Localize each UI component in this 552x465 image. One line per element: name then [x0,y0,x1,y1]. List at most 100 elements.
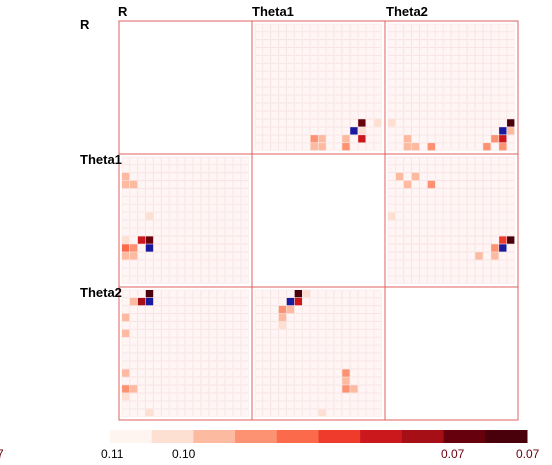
heatmap-background-cell [443,172,452,181]
heatmap-background-cell [232,236,241,244]
heatmap-background-cell [286,329,295,338]
heatmap-background-cell [209,180,217,189]
heatmap-background-cell [467,220,475,229]
heatmap-background-cell [302,321,311,330]
heatmap-background-cell [161,392,170,401]
heatmap-background-cell [169,313,178,322]
heatmap-background-cell [483,134,491,143]
heatmap-background-cell [169,204,178,213]
heatmap-background-cell [443,156,452,165]
heatmap-background-cell [185,267,194,276]
heatmap-background-cell [137,289,146,298]
heatmap-background-cell [209,321,217,330]
panel-theta2-r [121,289,249,417]
heatmap-background-cell [357,23,366,32]
heatmap-background-cell [294,392,303,401]
heatmap-background-cell [373,103,382,111]
heatmap-background-cell [459,111,467,119]
heatmap-background-cell [129,321,138,330]
heatmap-background-cell [209,297,217,306]
heatmap-background-cell [373,369,382,377]
heatmap-background-cell [373,400,382,409]
heatmap-background-cell [286,39,295,48]
heatmap-background-cell [137,353,146,362]
heatmap-background-cell [137,156,146,165]
heatmap-background-cell [357,329,366,338]
heatmap-background-cell [357,111,366,119]
heatmap-background-cell [350,353,358,362]
heatmap-background-cell [451,252,460,260]
heatmap-background-cell [357,345,366,354]
heatmap-background-cell [270,63,279,72]
heatmap-background-cell [262,297,271,306]
heatmap-background-cell [185,392,194,401]
heatmap-background-cell [286,63,295,72]
heatmap-background-cell [302,369,311,377]
heatmap-background-cell [326,392,334,401]
heatmap-background-cell [342,313,350,322]
heatmap-background-cell [262,95,271,103]
heatmap-cell [358,127,366,135]
heatmap-background-cell [395,103,404,111]
heatmap-background-cell [403,244,412,252]
heatmap-background-cell [294,23,303,32]
heatmap-background-cell [451,142,460,151]
heatmap-background-cell [475,180,483,189]
heatmap-background-cell [201,275,209,284]
heatmap-background-cell [435,111,444,119]
heatmap-background-cell [490,259,499,268]
heatmap-background-cell [326,385,334,393]
heatmap-background-cell [185,204,194,213]
heatmap-background-cell [483,252,491,260]
heatmap-background-cell [169,172,178,181]
heatmap-background-cell [201,400,209,409]
heatmap-background-cell [278,369,287,377]
heatmap-background-cell [153,156,162,165]
heatmap-background-cell [302,103,311,111]
heatmap-background-cell [357,142,366,151]
heatmap-background-cell [365,369,374,377]
heatmap-background-cell [177,305,186,314]
heatmap-background-cell [387,103,396,111]
heatmap-background-cell [286,385,295,393]
heatmap-background-cell [443,259,452,268]
heatmap-background-cell [373,385,382,393]
heatmap-background-cell [467,95,475,103]
heatmap-background-cell [217,164,225,173]
heatmap-background-cell [270,377,279,385]
heatmap-background-cell [498,204,507,213]
heatmap-background-cell [232,267,241,276]
heatmap-background-cell [350,297,358,306]
heatmap-background-cell [459,55,467,64]
column-label-theta2: Theta2 [386,4,428,19]
heatmap-background-cell [145,228,154,236]
heatmap-background-cell [310,377,319,385]
heatmap-cell [427,143,436,151]
heatmap-background-cell [387,252,396,260]
heatmap-background-cell [459,71,467,80]
heatmap-background-cell [318,47,327,56]
heatmap-background-cell [224,259,233,268]
heatmap-background-cell [483,87,491,96]
heatmap-background-cell [443,63,452,72]
heatmap-background-cell [419,63,428,72]
heatmap-background-cell [193,289,201,298]
heatmap-background-cell [177,267,186,276]
heatmap-background-cell [403,23,412,32]
heatmap-background-cell [350,392,358,401]
heatmap-background-cell [153,361,162,369]
heatmap-background-cell [185,236,194,244]
heatmap-background-cell [185,196,194,205]
heatmap-background-cell [302,119,311,127]
heatmap-background-cell [262,23,271,32]
heatmap-background-cell [193,361,201,369]
heatmap-background-cell [193,400,201,409]
heatmap-background-cell [403,47,412,56]
heatmap-background-cell [483,95,491,103]
heatmap-background-cell [224,204,233,213]
heatmap-background-cell [217,377,225,385]
heatmap-background-cell [435,63,444,72]
heatmap-background-cell [490,87,499,96]
heatmap-background-cell [145,353,154,362]
